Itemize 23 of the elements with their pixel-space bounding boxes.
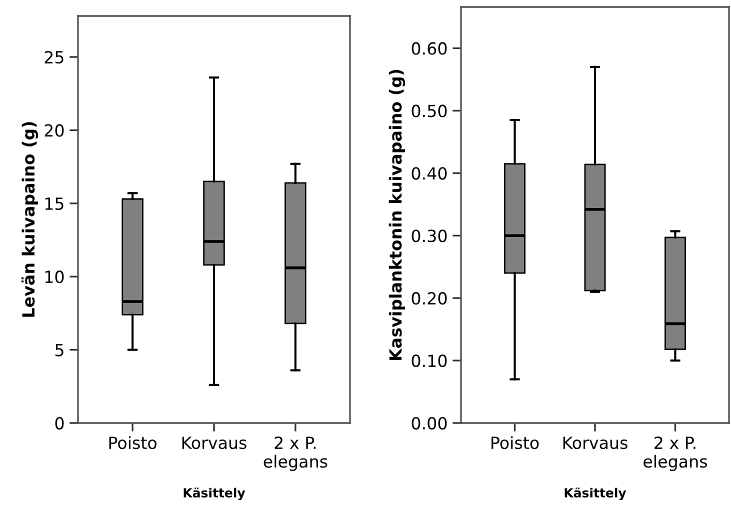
x-axis-title: Käsittely — [184, 488, 246, 500]
y-tick-label: 0.20 — [412, 292, 447, 305]
y-tick-label: 10 — [45, 270, 64, 284]
x-axis-title: Käsittely — [564, 488, 626, 500]
y-tick-label: 15 — [45, 198, 64, 210]
y-tick-label: 5 — [55, 344, 64, 356]
y-tick-label: 0.50 — [412, 104, 447, 118]
y-tick-label: 0.10 — [412, 354, 447, 368]
y-tick-label: 0.60 — [412, 42, 447, 55]
y-tick-label: 0 — [55, 416, 64, 430]
y-tick-label: 20 — [44, 124, 64, 137]
x-tick-label: Korvaus — [182, 436, 246, 450]
y-tick-label: 0.40 — [412, 167, 447, 180]
x-tick-label: Poisto — [492, 436, 539, 450]
y-axis-title: Levän kuivapaino (g) — [22, 122, 38, 317]
x-tick-label: Korvaus — [563, 436, 628, 450]
y-tick-label: 0.30 — [412, 230, 447, 242]
y-axis-title: Kasviplanktonin kuivapaino (g) — [388, 70, 406, 360]
y-tick-label: 25 — [44, 50, 64, 64]
x-tick-label: 2 x P. elegans — [264, 436, 328, 471]
y-tick-label: 0.00 — [412, 416, 447, 430]
x-tick-label: 2 x P. elegans — [644, 436, 708, 471]
x-tick-label: Poisto — [109, 436, 156, 450]
